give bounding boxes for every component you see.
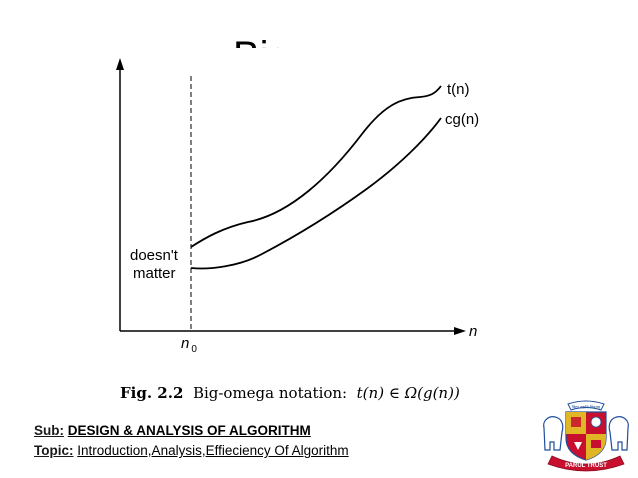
label-matter: matter [133, 265, 176, 282]
label-x-axis-n: n [469, 323, 477, 340]
logo-motto: विद्या ददाति विनयम् [572, 405, 601, 411]
caption-math: t(n) ∈ Ω(g(n)) [356, 384, 460, 402]
curve-t-of-n [190, 85, 442, 248]
y-axis-arrow [116, 58, 124, 70]
figure-number: Fig. 2.2 [120, 384, 184, 402]
footer-subject: Sub: DESIGN & ANALYSIS OF ALGORITHM [34, 423, 311, 438]
figure-caption: Fig. 2.2 Big-omega notation: t(n) ∈ Ω(g(… [120, 384, 460, 402]
logo-banner-text: PARUL TRUST [565, 463, 607, 469]
subject-value: DESIGN & ANALYSIS OF ALGORITHM [67, 423, 311, 438]
label-doesnt: doesn't [130, 247, 179, 264]
n0-symbol: n [181, 335, 189, 352]
caption-text: Big-omega notation: [192, 384, 348, 402]
curve-cg-of-n [190, 117, 442, 270]
footer-topic: Topic: Introduction,Analysis,Effieciency… [34, 443, 349, 458]
label-t-of-n: t(n) [447, 81, 470, 98]
label-cg-of-n: cg(n) [445, 111, 479, 128]
slide-title-fragment: Big [233, 26, 303, 48]
slide-title-text: Big [233, 34, 291, 48]
n0-subscript: 0 [191, 344, 197, 355]
topic-label: Topic: [34, 443, 74, 458]
parul-trust-logo-icon: विद्या ददाति विनयम् PARUL TRUST [543, 400, 629, 472]
x-axis-arrow [454, 327, 466, 335]
topic-value: Introduction,Analysis,Effieciency Of Alg… [77, 443, 349, 458]
subject-label: Sub: [34, 423, 64, 438]
